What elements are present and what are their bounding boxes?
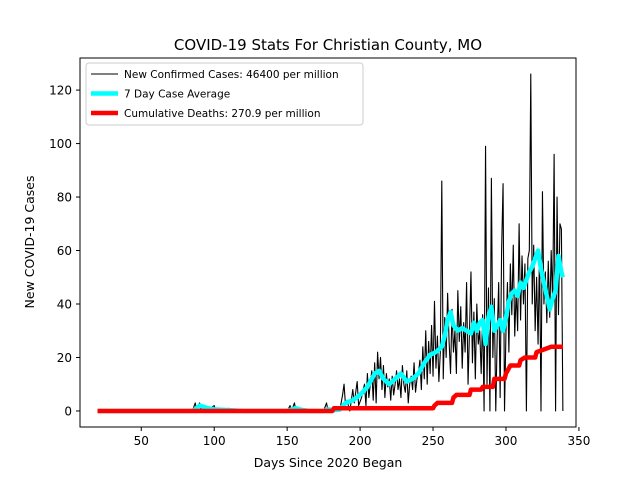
y-axis-label: New COVID-19 Cases xyxy=(22,176,37,309)
legend-label-0: New Confirmed Cases: 46400 per million xyxy=(124,69,339,81)
series-line-2 xyxy=(97,344,563,414)
x-axis-ticks: 50 100 150 200 250 300 350 xyxy=(134,427,590,448)
x-tick-label: 300 xyxy=(495,434,518,448)
y-tick-label: 80 xyxy=(57,191,72,205)
x-axis-label: Days Since 2020 Began xyxy=(254,455,403,470)
x-tick-label: 200 xyxy=(349,434,372,448)
y-axis-ticks: 0 20 40 60 80 100 120 xyxy=(49,84,80,418)
y-tick-label: 40 xyxy=(57,298,72,312)
legend: New Confirmed Cases: 46400 per million 7 … xyxy=(85,62,364,126)
y-tick-label: 0 xyxy=(64,404,72,418)
x-tick-label: 350 xyxy=(567,434,590,448)
y-tick-label: 120 xyxy=(49,84,72,98)
legend-box xyxy=(85,62,364,126)
x-tick-label: 100 xyxy=(203,434,226,448)
plot-area-frame xyxy=(79,57,577,428)
x-tick-label: 50 xyxy=(134,434,149,448)
y-tick-label: 60 xyxy=(57,244,72,258)
x-tick-label: 250 xyxy=(422,434,445,448)
legend-label-1: 7 Day Case Average xyxy=(124,89,230,101)
series-line-0 xyxy=(97,73,564,412)
x-tick-label: 150 xyxy=(276,434,299,448)
legend-label-2: Cumulative Deaths: 270.9 per million xyxy=(124,108,321,120)
y-tick-label: 100 xyxy=(49,137,72,151)
y-tick-label: 20 xyxy=(57,351,72,365)
series-layer xyxy=(97,73,566,414)
chart-title: COVID-19 Stats For Christian County, MO xyxy=(174,36,482,54)
